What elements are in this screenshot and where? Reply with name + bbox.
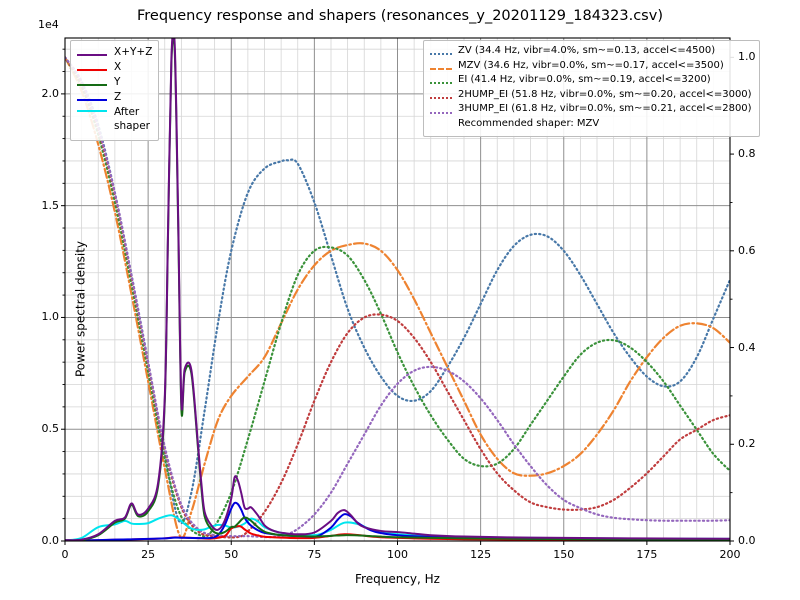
x-axis-tick-label: 25 <box>141 548 156 561</box>
legend-label: X+Y+Z <box>114 46 153 58</box>
x-axis-tick-label: 125 <box>470 548 492 561</box>
legend-item: Y <box>77 75 152 90</box>
y-axis-right-tick-label: 0.2 <box>738 437 756 451</box>
legend-swatch-3hump-ei <box>430 111 452 114</box>
y-axis-left-tick-label: 0.5 <box>41 422 60 436</box>
y-axis-left-tick-label: 1.0 <box>41 310 60 324</box>
legend-label: ZV (34.4 Hz, vibr=4.0%, sm~=0.13, accel<… <box>458 45 716 56</box>
legend-label: X <box>114 61 122 73</box>
x-axis-tick-label: 175 <box>636 548 658 561</box>
legend-swatch-x <box>77 69 107 71</box>
legend-label: After shaper <box>114 106 151 132</box>
y-axis-right-tick-label: 1.0 <box>738 50 756 64</box>
x-axis-tick-label: 150 <box>553 548 575 561</box>
legend-swatch-z <box>77 99 107 101</box>
legend-label: MZV (34.6 Hz, vibr=0.0%, sm~=0.17, accel… <box>458 59 724 71</box>
y-axis-left-tick-label: 2.0 <box>41 86 60 100</box>
psd-curve-x-y-z <box>65 38 730 541</box>
legend-swatch-xyz <box>77 54 107 56</box>
shaper-curve-mzv <box>65 56 730 539</box>
legend-item: X <box>77 60 152 75</box>
legend-item: ZV (34.4 Hz, vibr=4.0%, sm~=0.13, accel<… <box>430 44 752 59</box>
legend-swatch-zv <box>430 53 452 56</box>
y-axis-left-tick-label: 1.5 <box>41 198 60 212</box>
x-axis-tick-label: 100 <box>387 548 408 561</box>
recommended-shaper-text: Recommended shaper: MZV <box>458 117 600 129</box>
legend-swatch-y <box>77 84 107 86</box>
legend-label: Y <box>114 76 121 88</box>
legend-swatch-2hump-ei <box>430 97 452 100</box>
x-axis-tick-label: 0 <box>61 548 69 561</box>
y-axis-right-tick-label: 0.4 <box>738 340 756 354</box>
legend-swatch-after-shaper <box>77 110 107 112</box>
psd-curve-z <box>65 501 730 541</box>
x-axis-tick-label: 200 <box>719 548 741 561</box>
legend-item: 2HUMP_EI (51.8 Hz, vibr=0.0%, sm~=0.20, … <box>430 88 752 103</box>
legend-item: 3HUMP_EI (61.8 Hz, vibr=0.0%, sm~=0.21, … <box>430 102 752 117</box>
legend-swatch-ei <box>430 82 452 85</box>
legend-label: Z <box>114 91 122 103</box>
legend-label: 2HUMP_EI (51.8 Hz, vibr=0.0%, sm~=0.20, … <box>458 88 752 100</box>
legend-item: EI (41.4 Hz, vibr=0.0%, sm~=0.19, accel<… <box>430 73 752 88</box>
legend-signals: X+Y+Z X Y Z After shaper <box>70 40 160 141</box>
recommended-shaper-note: Recommended shaper: MZV <box>430 117 752 132</box>
legend-item: MZV (34.6 Hz, vibr=0.0%, sm~=0.17, accel… <box>430 59 752 74</box>
y-axis-right-tick-label: 0.8 <box>738 147 756 161</box>
shaper-curve-ei <box>65 56 730 538</box>
y-axis-exponent-label: 1e4 <box>38 18 59 31</box>
x-axis-tick-label: 50 <box>224 548 239 561</box>
x-axis-tick-label: 75 <box>307 548 322 561</box>
legend-item: After shaper <box>77 105 152 135</box>
legend-shapers: ZV (34.4 Hz, vibr=4.0%, sm~=0.13, accel<… <box>423 40 760 137</box>
legend-swatch-mzv <box>430 67 452 70</box>
legend-label: EI (41.4 Hz, vibr=0.0%, sm~=0.19, accel<… <box>458 74 711 86</box>
y-axis-right-tick-label: 0.6 <box>738 243 756 257</box>
x-axis-label: Frequency, Hz <box>355 572 440 586</box>
shaper-curve-3hump_ei <box>65 56 730 539</box>
legend-item: X+Y+Z <box>77 45 152 60</box>
legend-label: 3HUMP_EI (61.8 Hz, vibr=0.0%, sm~=0.21, … <box>458 103 752 115</box>
legend-item: Z <box>77 90 152 105</box>
chart-title: Frequency response and shapers (resonanc… <box>137 8 663 24</box>
y-axis-left-tick-label: 0.0 <box>41 534 60 547</box>
y-axis-right-tick-label: 0.0 <box>738 534 756 547</box>
